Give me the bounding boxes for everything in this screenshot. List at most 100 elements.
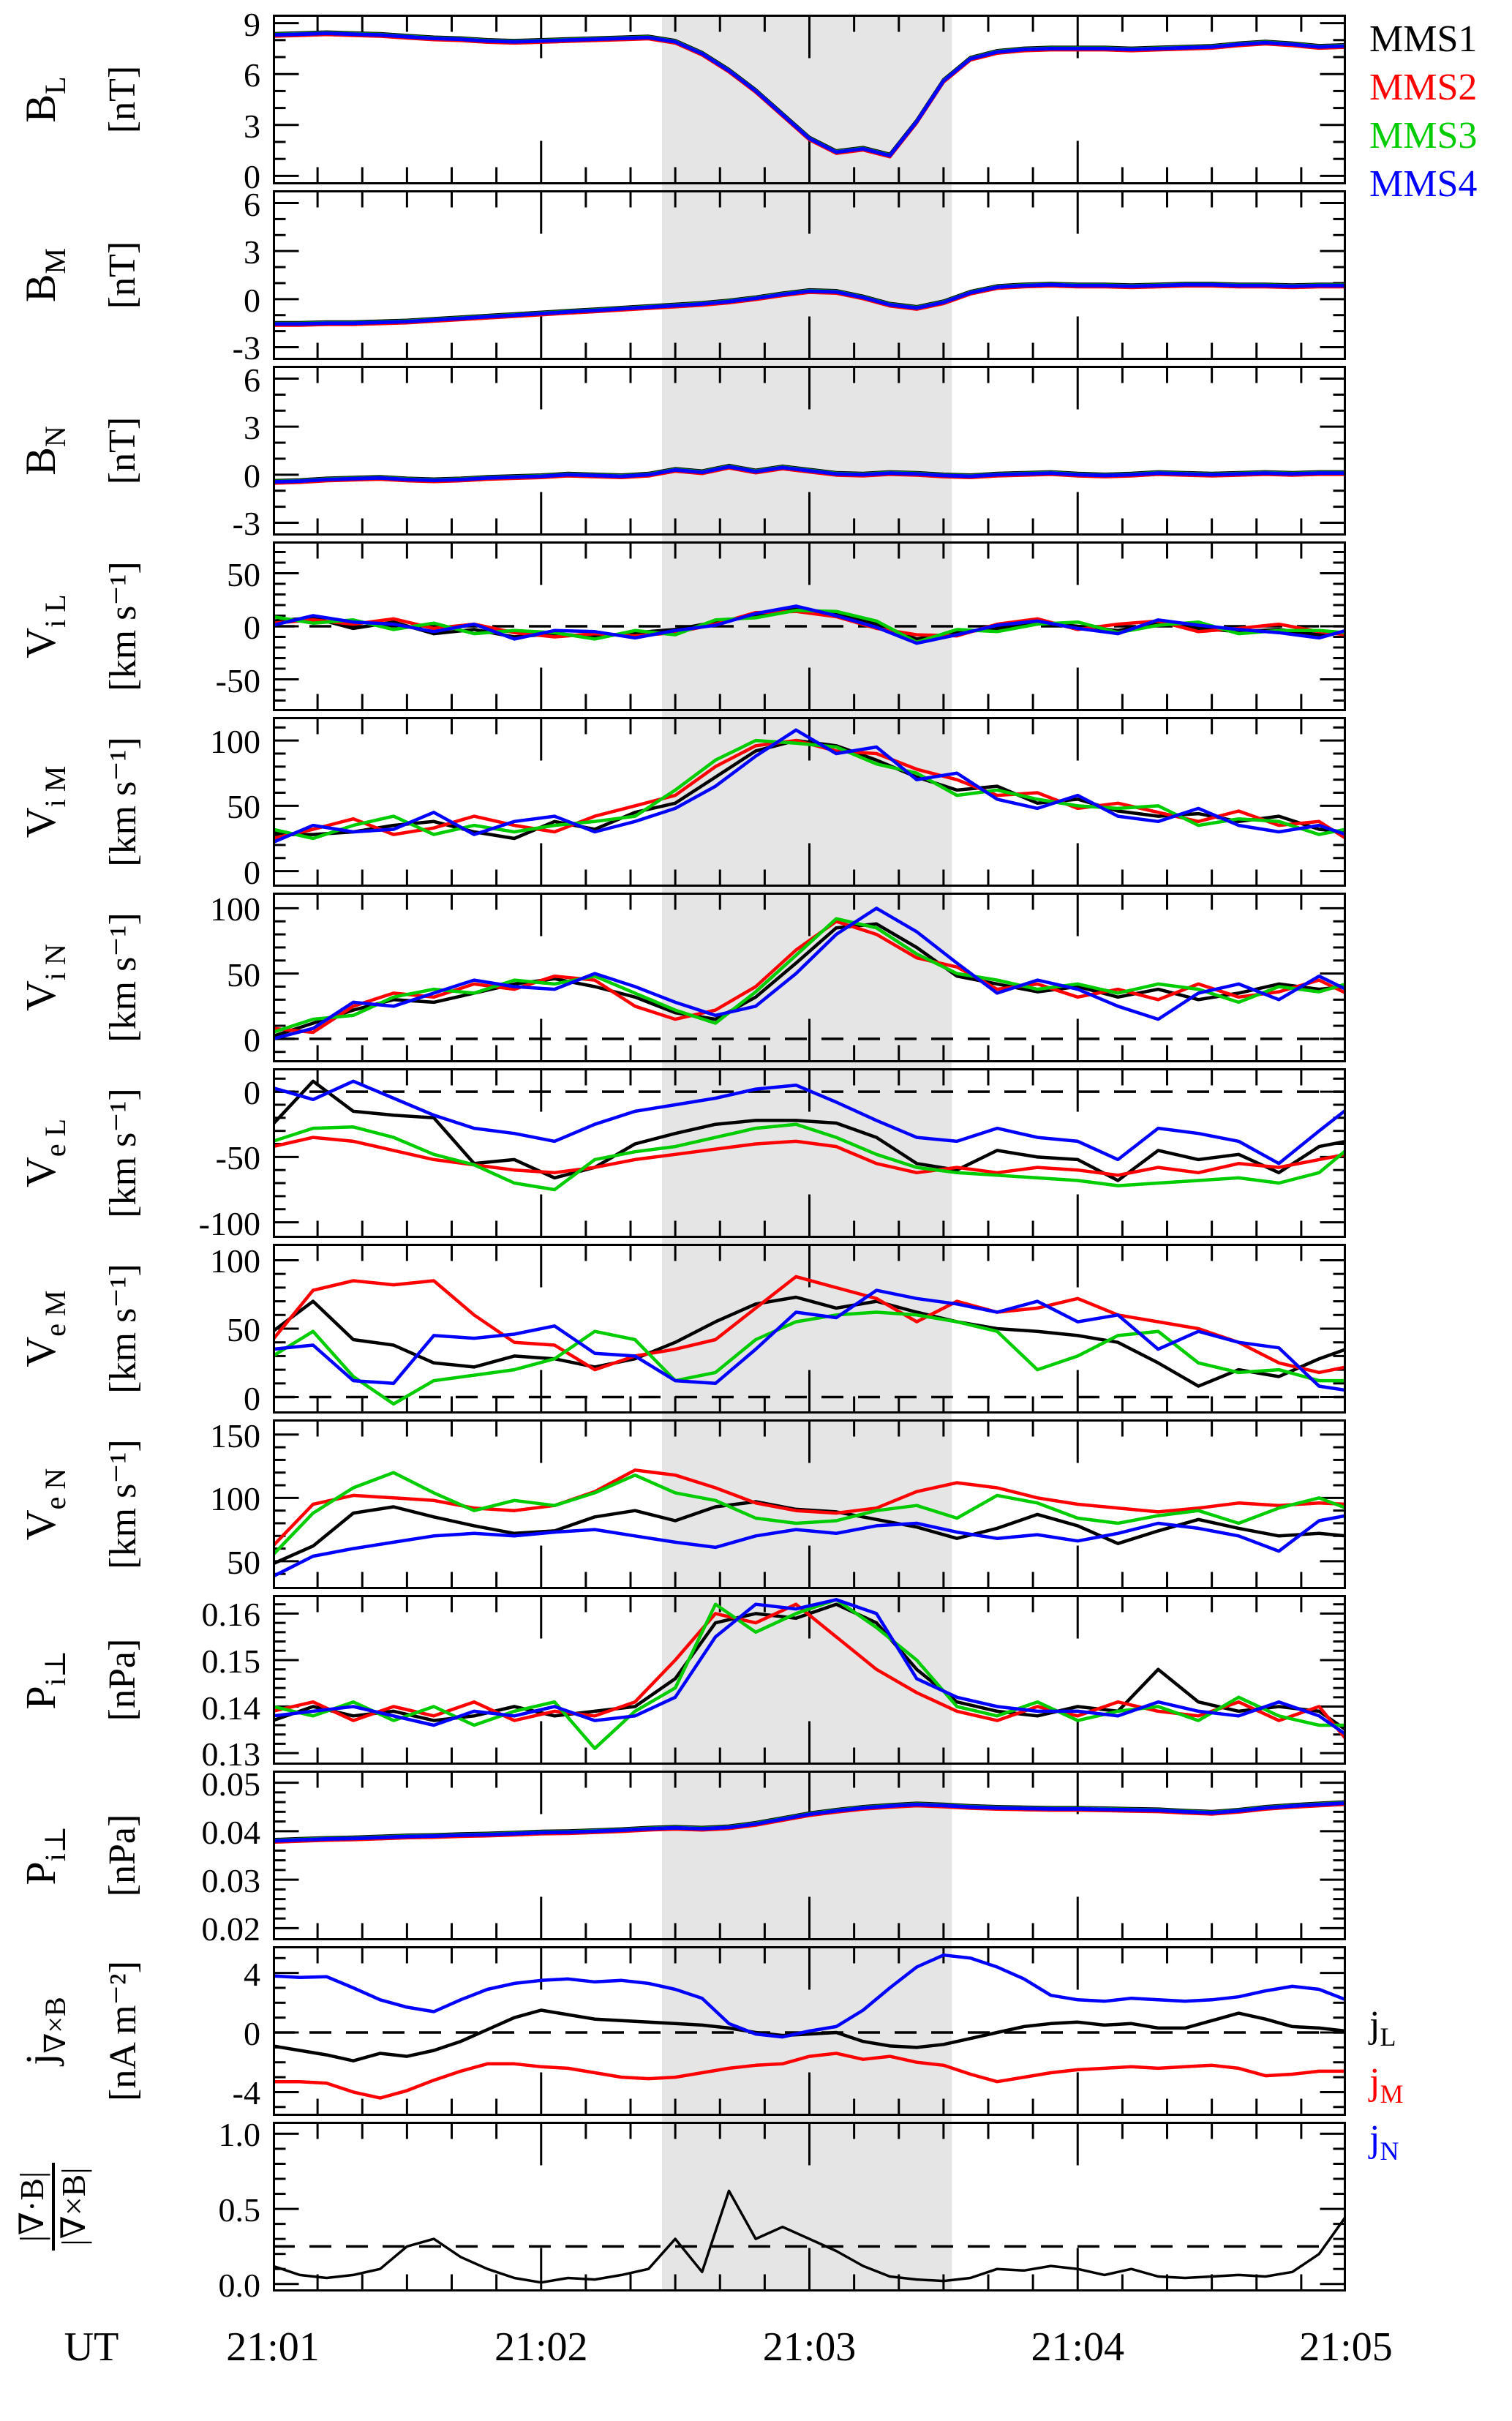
y-tick-label: 50 <box>227 788 260 826</box>
panel-VeM <box>273 1244 1346 1414</box>
y-tick-label: 100 <box>210 890 260 928</box>
series-MMS4 <box>273 1801 1346 1843</box>
series-jL <box>273 2008 1346 2062</box>
y-tick-label: 0.04 <box>201 1813 261 1851</box>
y-tick-label: -50 <box>215 661 260 699</box>
y-tick-label: -50 <box>215 1139 260 1177</box>
panel-label-jCurl: j∇×B <box>17 1997 72 2065</box>
y-tick-label: 50 <box>227 1543 260 1581</box>
legend-jm: jM <box>1369 2061 1404 2109</box>
y-tick-label: 50 <box>227 956 260 994</box>
y-tick-label: 50 <box>227 555 260 593</box>
panel-PiPerp1 <box>273 1595 1346 1765</box>
x-tick-label: 21:02 <box>494 2324 588 2370</box>
series-MMS2 <box>273 1468 1346 1548</box>
y-tick-label: -100 <box>198 1204 260 1242</box>
series-MMS4 <box>273 282 1346 326</box>
y-tick-label: 0.05 <box>201 1765 261 1803</box>
series-MMS4 <box>273 1598 1346 1736</box>
y-tick-label: 0.13 <box>201 1735 261 1773</box>
y-tick-label: 0 <box>244 281 260 319</box>
panel-border <box>273 1595 1346 1765</box>
fraction-numerator: |∇·B| <box>13 2171 50 2242</box>
y-tick-label: 6 <box>244 56 260 94</box>
panel-border <box>273 717 1346 887</box>
series-jN <box>273 1953 1346 2039</box>
y-tick-label: 0 <box>244 158 260 196</box>
y-tick-label: 0 <box>244 2015 260 2053</box>
y-tick-label: 0.5 <box>218 2191 261 2229</box>
x-tick-label: 21:05 <box>1299 2324 1393 2370</box>
series-MMS2 <box>273 1136 1346 1177</box>
series-ratio <box>273 2189 1346 2284</box>
panel-VeN <box>273 1419 1346 1589</box>
y-tick-label: 100 <box>210 1242 260 1280</box>
series-MMS4 <box>273 604 1346 645</box>
series-MMS4 <box>273 465 1346 484</box>
legend-mms3: MMS3 <box>1369 115 1478 157</box>
panel-border <box>273 2122 1346 2291</box>
y-tick-label: 9 <box>244 5 260 43</box>
series-MMS3 <box>273 1471 1346 1557</box>
panel-border <box>273 1068 1346 1238</box>
legend-mms4: MMS4 <box>1369 163 1478 205</box>
y-tick-label: 3 <box>244 107 260 145</box>
y-tick-label: 50 <box>227 1311 260 1348</box>
panel-ViM <box>273 717 1346 887</box>
panel-BN <box>273 366 1346 536</box>
y-tick-label: 100 <box>210 1480 260 1518</box>
series-MMS1 <box>273 922 1346 1038</box>
series-jM <box>273 2052 1346 2100</box>
y-tick-label: 0.02 <box>201 1910 261 1948</box>
series-MMS4 <box>273 1079 1346 1166</box>
series-MMS2 <box>273 920 1346 1035</box>
y-tick-label: 6 <box>244 361 260 399</box>
series-MMS4 <box>273 1514 1346 1578</box>
fraction-denominator: |∇×B| <box>51 2163 94 2251</box>
x-tick-label: 21:01 <box>226 2324 320 2370</box>
panel-BM <box>273 190 1346 360</box>
panel-VeL <box>273 1068 1346 1238</box>
panel-border <box>273 15 1346 184</box>
y-tick-label: 0.16 <box>201 1596 261 1634</box>
y-tick-label: 3 <box>244 233 260 271</box>
panel-ViL <box>273 541 1346 711</box>
series-MMS3 <box>273 917 1346 1035</box>
panel-border <box>273 893 1346 1062</box>
series-MMS3 <box>273 1310 1346 1406</box>
panel-border <box>273 190 1346 360</box>
panel-unit-jCurl: [nA m⁻²] <box>102 1961 144 2101</box>
panel-ViN <box>273 893 1346 1062</box>
x-tick-label: 21:03 <box>762 2324 857 2370</box>
series-MMS3 <box>273 1598 1346 1751</box>
series-MMS4 <box>273 728 1346 844</box>
legend-mms1: MMS1 <box>1369 18 1478 60</box>
y-tick-label: 0.0 <box>218 2266 261 2304</box>
series-MMS1 <box>273 1295 1346 1388</box>
series-MMS2 <box>273 1275 1346 1375</box>
y-tick-label: 1.0 <box>218 2116 261 2154</box>
y-tick-label: 3 <box>244 409 260 447</box>
y-tick-label: 0 <box>244 457 260 495</box>
panel-label-divB-over-curlB: |∇·B| |∇×B| <box>13 2112 104 2302</box>
y-tick-label: 0 <box>244 609 260 646</box>
y-tick-label: 6 <box>244 185 260 223</box>
series-MMS3 <box>273 1122 1346 1192</box>
y-tick-label: 0 <box>244 1021 260 1059</box>
y-tick-label: 0.15 <box>201 1642 261 1680</box>
panel-border <box>273 1244 1346 1414</box>
y-tick-label: 0.14 <box>201 1689 261 1727</box>
legend-mms2: MMS2 <box>1369 67 1478 108</box>
series-MMS4 <box>273 1288 1346 1392</box>
panel-border <box>273 1946 1346 2116</box>
legend-jl: jL <box>1369 2004 1396 2052</box>
y-tick-label: 100 <box>210 723 260 761</box>
y-tick-label: 0 <box>244 853 260 891</box>
y-tick-label: 4 <box>244 1955 260 1993</box>
series-MMS4 <box>273 31 1346 158</box>
panel-border <box>273 1771 1346 1940</box>
series-MMS1 <box>273 1079 1346 1182</box>
y-tick-label: 0 <box>244 1074 260 1112</box>
panel-divB <box>273 2122 1346 2291</box>
